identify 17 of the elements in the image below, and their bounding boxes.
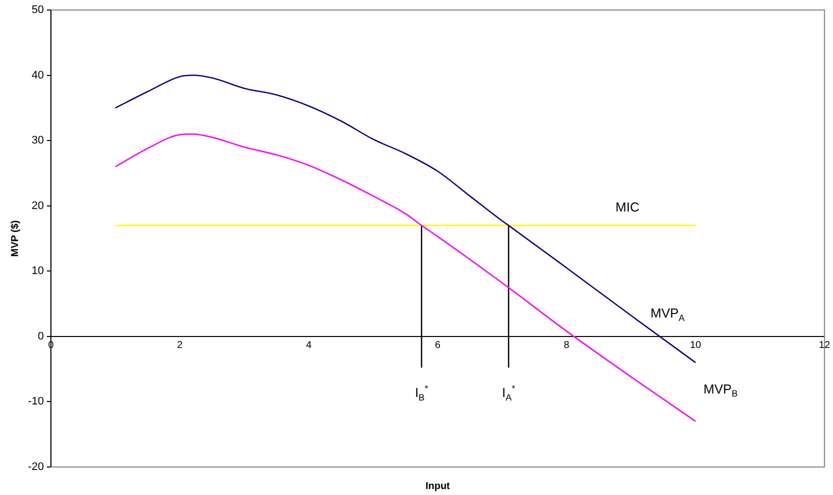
y-tick-label: 40 — [32, 69, 44, 82]
x-tick-label: 4 — [306, 340, 312, 352]
y-tick-label: 0 — [38, 330, 44, 342]
series-label: MIC — [616, 199, 640, 214]
y-tick-label: 50 — [32, 4, 44, 16]
x-tick-label: 10 — [690, 340, 702, 352]
y-tick-label: -10 — [28, 396, 44, 408]
x-tick-label: 2 — [177, 340, 184, 352]
x-axis-title: Input — [425, 480, 451, 492]
y-axis-title: MVP ($) — [10, 220, 21, 257]
x-tick-label: 6 — [434, 340, 441, 352]
y-tick-label: 30 — [32, 134, 44, 147]
x-tick-label: 8 — [564, 340, 570, 352]
y-tick-label: 20 — [32, 200, 44, 212]
y-tick-label: -20 — [28, 461, 44, 474]
x-tick-label: 12 — [818, 340, 830, 352]
y-tick-label: 10 — [32, 265, 44, 278]
